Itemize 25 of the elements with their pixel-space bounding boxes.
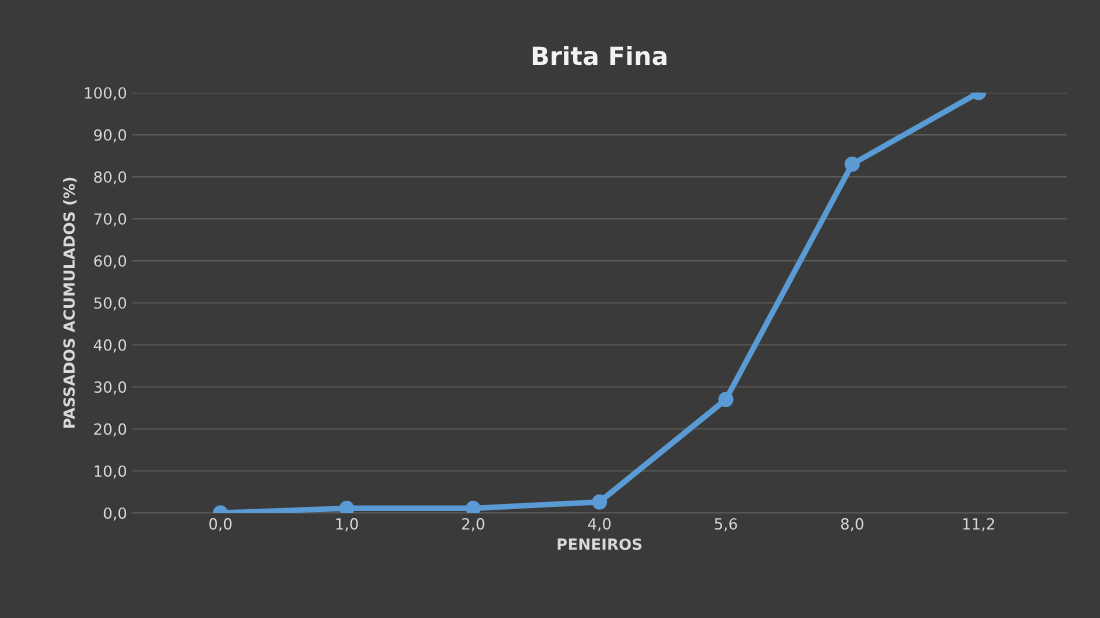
point: [465, 500, 481, 513]
x-axis-title: PENEIROS: [557, 538, 642, 550]
y-tick-label: 70,0: [94, 213, 127, 227]
chart-title: Brita Fina: [532, 45, 667, 66]
y-tick-label: 60,0: [94, 255, 127, 269]
point: [591, 494, 608, 510]
x-tick-label: 4,0: [588, 518, 611, 532]
x-tick-label: 5,6: [714, 518, 738, 532]
y-tick-label: 50,0: [94, 297, 127, 311]
x-tick-label: 1,0: [336, 518, 358, 532]
y-tick-label: 90,0: [94, 129, 127, 143]
point: [339, 500, 355, 513]
y-tick-label: 40,0: [93, 339, 127, 353]
y-tick-label: 0,0: [103, 507, 127, 521]
y-tick-label: 100,0: [85, 87, 127, 101]
x-tick-label: 8,0: [841, 518, 864, 532]
x-tick-label: 11,2: [963, 518, 995, 532]
x-tick-label: 2,0: [462, 518, 485, 532]
y-tick-label: 80,0: [94, 171, 127, 185]
point: [718, 391, 734, 408]
y-tick-label: 30,0: [94, 381, 127, 395]
y-tick-label: 10,0: [94, 465, 127, 479]
y-tick-label: 20,0: [94, 423, 127, 437]
x-tick-label: 0,0: [209, 518, 232, 532]
y-axis-title: PASSADOS ACUMULADOS (%): [63, 177, 77, 428]
